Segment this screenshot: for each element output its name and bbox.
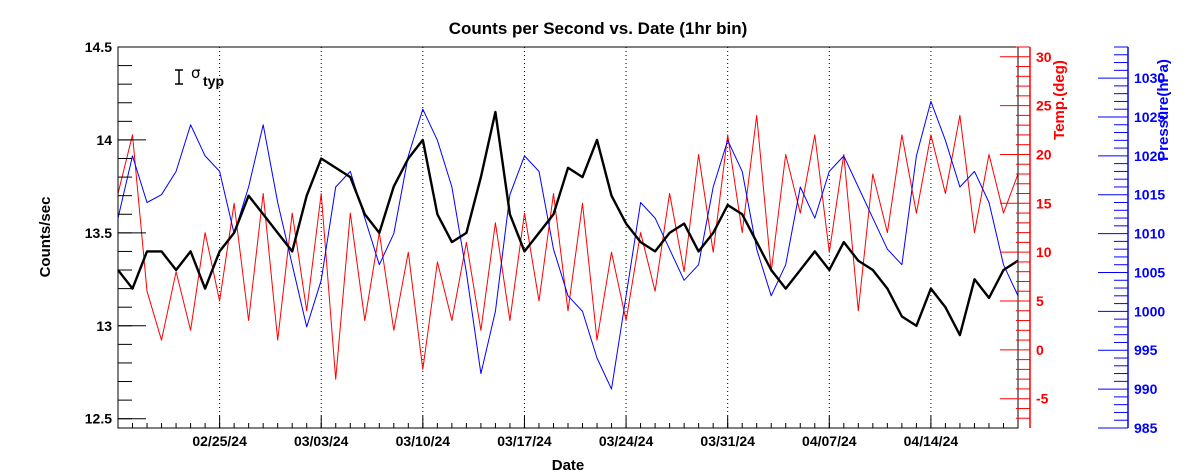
pressure-tick-label: 1025 — [1134, 109, 1165, 125]
series-temperature-layer — [117, 114, 1019, 380]
y-tick-label: 14 — [96, 132, 112, 148]
pressure-tick-label: 1010 — [1134, 226, 1165, 242]
y-axis-label-temperature: Temp.(deg) — [1051, 60, 1068, 140]
y-tick-label: 13 — [96, 318, 112, 334]
y-axis-pressure: 985 990 995 1000 1005 1010 1015 1020 1025 1030 — [1098, 46, 1165, 436]
x-tick-label: 03/24/24 — [599, 433, 654, 449]
series-temperature-line — [117, 114, 1019, 380]
chart-title: Counts per Second vs. Date (1hr bin) — [449, 19, 748, 38]
x-tick-label: 03/10/24 — [396, 433, 451, 449]
x-axis: 02/25/24 03/03/24 03/10/24 03/17/24 03/24/24… — [117, 416, 1019, 449]
sigma-typ-annotation: σ typ — [175, 64, 224, 89]
y-axis-label-pressure: Pressure(hPa) — [1155, 59, 1172, 161]
temp-tick-label: 30 — [1036, 49, 1052, 65]
x-tick-label: 04/07/24 — [802, 433, 857, 449]
gridlines — [219, 47, 932, 428]
pressure-tick-label: 985 — [1134, 420, 1158, 436]
pressure-tick-label: 1015 — [1134, 187, 1165, 203]
temp-tick-label: 20 — [1036, 146, 1052, 162]
x-tick-label: 04/14/24 — [904, 433, 959, 449]
y-axis-counts: 12.5 13 13.5 14 14.5 — [85, 39, 146, 427]
series-pressure-line — [117, 100, 1019, 390]
sigma-subscript: typ — [203, 73, 224, 89]
sigma-symbol: σ — [191, 64, 201, 82]
series-pressure-layer — [117, 100, 1019, 390]
x-tick-label: 03/03/24 — [294, 433, 349, 449]
temp-tick-label: 5 — [1036, 293, 1044, 309]
x-tick-label: 03/31/24 — [700, 433, 755, 449]
x-tick-label: 02/25/24 — [192, 433, 247, 449]
pressure-tick-label: 1020 — [1134, 148, 1165, 164]
temp-tick-label: 10 — [1036, 244, 1052, 260]
plot-frame — [117, 46, 1019, 429]
pressure-tick-label: 1000 — [1134, 303, 1165, 319]
y-tick-label: 13.5 — [85, 225, 112, 241]
y-tick-label: 12.5 — [85, 411, 112, 427]
pressure-tick-label: 995 — [1134, 342, 1158, 358]
temp-tick-label: -5 — [1036, 391, 1049, 407]
temp-tick-label: 25 — [1036, 98, 1052, 114]
series-counts-line — [117, 110, 1019, 337]
y-tick-label: 14.5 — [85, 39, 112, 55]
x-tick-label: 03/17/24 — [497, 433, 552, 449]
temp-tick-label: 0 — [1036, 342, 1044, 358]
x-axis-label: Date — [552, 457, 585, 474]
temp-tick-label: 15 — [1036, 195, 1052, 211]
y-axis-temperature: -5 0 5 10 15 20 25 30 — [1000, 46, 1052, 428]
pressure-tick-label: 990 — [1134, 381, 1158, 397]
series-counts-layer — [117, 110, 1019, 337]
pressure-tick-label: 1030 — [1134, 70, 1165, 86]
y-axis-label-counts: Counts/sec — [37, 197, 54, 278]
pressure-tick-label: 1005 — [1134, 264, 1165, 280]
